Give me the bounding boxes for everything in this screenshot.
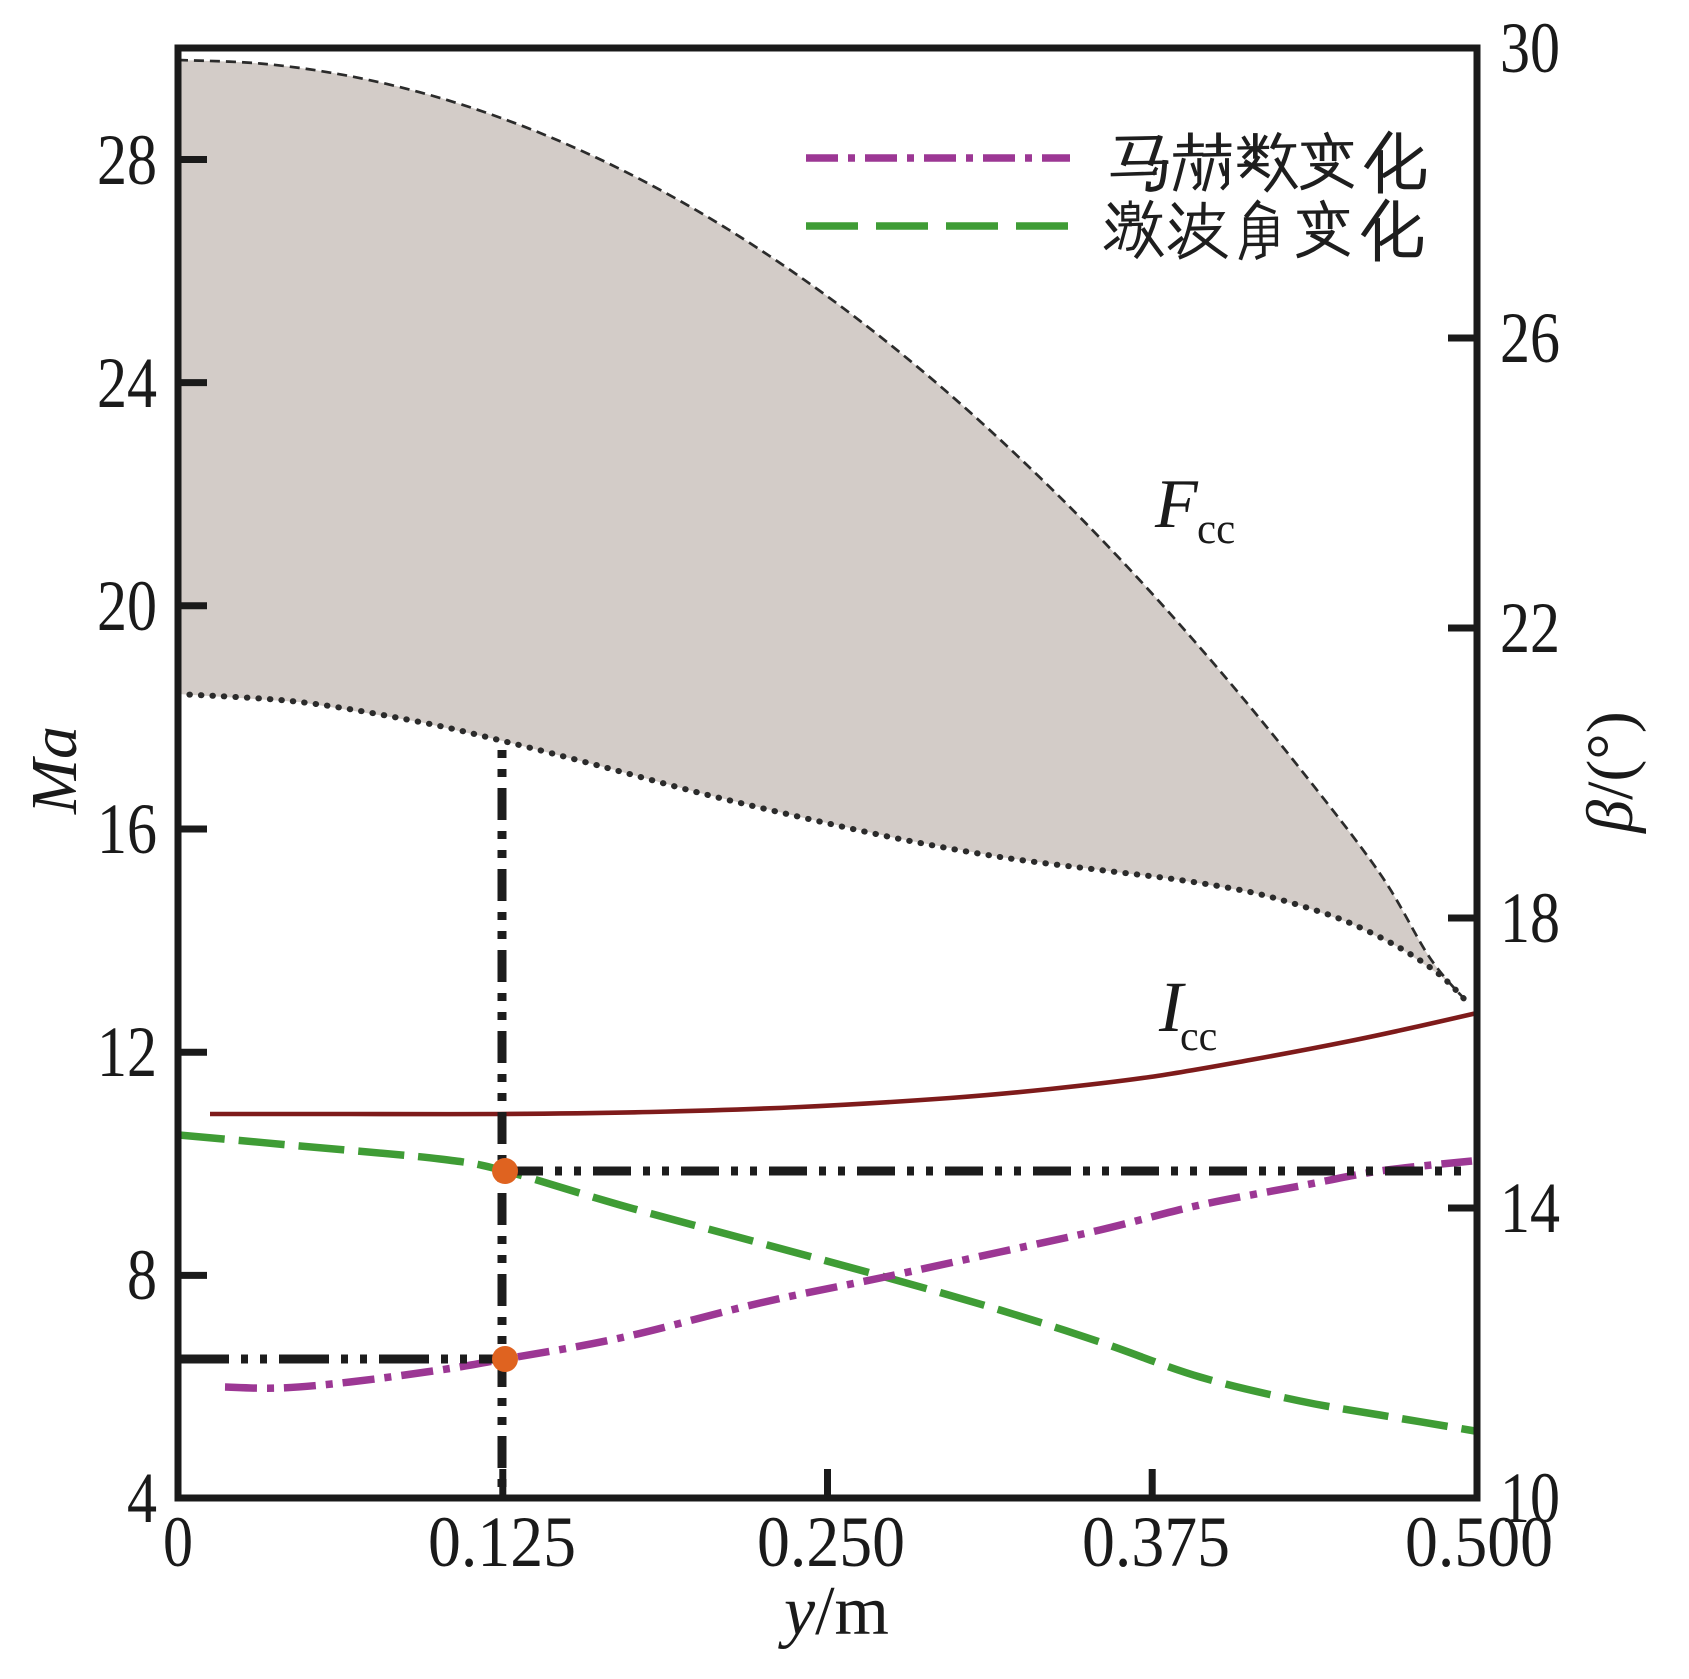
svg-text:22: 22 [1500, 588, 1560, 668]
svg-text:16: 16 [97, 789, 157, 869]
svg-text:cc: cc [1180, 1014, 1217, 1060]
svg-text:β/(°): β/(°) [1574, 711, 1647, 835]
svg-text:28: 28 [97, 120, 157, 200]
svg-text:y/m: y/m [778, 1573, 889, 1650]
svg-text:12: 12 [97, 1012, 157, 1092]
svg-text:0.125: 0.125 [428, 1502, 576, 1582]
svg-text:10: 10 [1500, 1458, 1560, 1538]
svg-text:0.500: 0.500 [1405, 1502, 1553, 1582]
svg-text:cc: cc [1197, 506, 1235, 553]
svg-text:14: 14 [1500, 1168, 1560, 1248]
svg-text:24: 24 [97, 343, 157, 423]
svg-text:F: F [1154, 466, 1199, 543]
svg-text:0.375: 0.375 [1082, 1502, 1230, 1582]
svg-text:18: 18 [1500, 878, 1560, 958]
svg-text:8: 8 [127, 1235, 157, 1315]
svg-text:20: 20 [97, 566, 157, 646]
svg-text:Ma: Ma [18, 726, 91, 815]
svg-text:26: 26 [1500, 298, 1560, 378]
svg-text:0: 0 [163, 1502, 193, 1582]
svg-text:0.250: 0.250 [757, 1502, 905, 1582]
svg-text:30: 30 [1500, 8, 1560, 88]
svg-text:4: 4 [127, 1458, 157, 1538]
svg-text:I: I [1158, 967, 1186, 1047]
